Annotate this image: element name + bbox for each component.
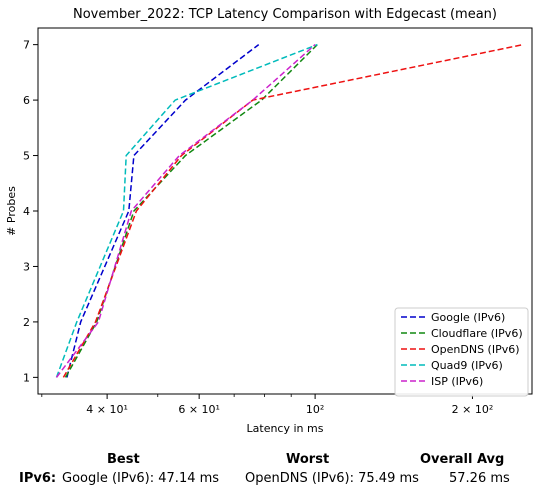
summary-overall-value: 57.26 ms — [449, 471, 510, 486]
summary-best-value: Google (IPv6): 47.14 ms — [62, 471, 219, 486]
series-line-isp-ipv6 — [57, 45, 316, 378]
summary-header-overall: Overall Avg — [420, 452, 504, 467]
y-tick-label: 7 — [23, 39, 30, 52]
legend-label-opendns-ipv6: OpenDNS (IPv6) — [431, 343, 520, 356]
x-tick-label: 2 × 10² — [452, 403, 494, 416]
chart-title: November_2022: TCP Latency Comparison wi… — [73, 7, 497, 22]
legend: Google (IPv6) Cloudflare (IPv6) OpenDNS (I… — [395, 308, 528, 396]
legend-label-google-ipv6: Google (IPv6) — [431, 311, 505, 324]
x-tick-label: 10² — [306, 403, 324, 416]
latency-chart: November_2022: TCP Latency Comparison wi… — [0, 0, 541, 440]
x-tick-label: 6 × 10¹ — [178, 403, 220, 416]
series-line-google-ipv6 — [67, 45, 259, 378]
legend-label-quad9-ipv6: Quad9 (IPv6) — [431, 359, 503, 372]
y-tick-label: 5 — [23, 150, 30, 163]
y-axis-label: # Probes — [5, 186, 18, 236]
legend-label-cloudflare-ipv6: Cloudflare (IPv6) — [431, 327, 523, 340]
x-axis-label: Latency in ms — [247, 422, 324, 435]
y-tick-label: 4 — [23, 205, 30, 218]
x-tick-label: 4 × 10¹ — [86, 403, 128, 416]
x-axis: 4 × 10¹ 6 × 10¹ 10² 2 × 10² — [42, 394, 493, 416]
y-tick-label: 3 — [23, 260, 30, 273]
y-tick-label: 1 — [23, 371, 30, 384]
legend-label-isp-ipv6: ISP (IPv6) — [431, 375, 483, 388]
y-tick-label: 6 — [23, 94, 30, 107]
summary-row-label: IPv6: — [19, 471, 56, 486]
y-axis: 1 2 3 4 5 6 7 — [23, 39, 38, 385]
summary-header-worst: Worst — [286, 452, 329, 467]
summary-worst-value: OpenDNS (IPv6): 75.49 ms — [245, 471, 419, 486]
summary-header-best: Best — [107, 452, 140, 467]
y-tick-label: 2 — [23, 316, 30, 329]
